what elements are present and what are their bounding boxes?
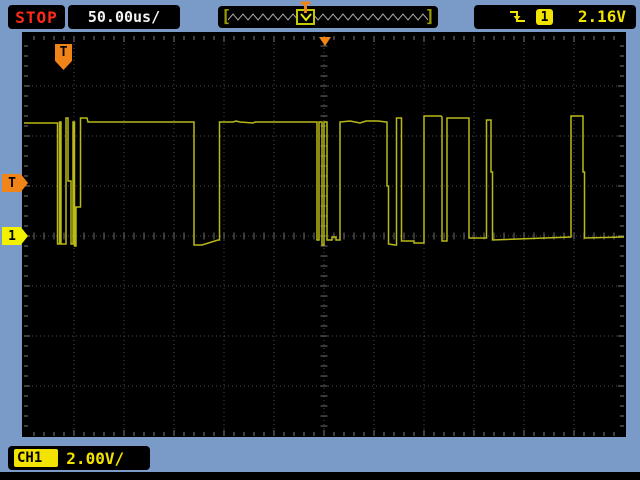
scrollbar-trigger-marker[interactable] [299,1,312,14]
waveform-plot-area [24,36,624,436]
trigger-source-badge: 1 [536,9,553,25]
trigger-time-flag: T [55,44,72,70]
channel1-badge: CH1 [14,449,59,467]
trigger-level-value: 2.16V [577,7,626,26]
window-wave-icon [299,12,312,22]
run-state-badge: STOP [8,5,65,29]
timebase-value: 50.00us/ [87,8,161,26]
channel1-trace [24,115,624,247]
trigger-level-marker[interactable]: T [2,174,28,192]
falling-edge-icon [508,8,528,26]
channel1-label: CH1 [17,450,43,466]
zigzag-icon [228,13,428,21]
scrollbar-left-bracket: [ [221,7,232,27]
channel1-scale-value: 2.00V/ [66,448,125,468]
trigger-position-indicator[interactable] [319,37,331,46]
record-position-scrollbar: [ ] [218,6,438,28]
run-state-label: STOP [15,7,58,27]
bottom-divider [0,472,640,480]
channel1-info-display: CH1 2.00V/ [8,446,150,470]
trigger-status-display: 1 2.16V [474,5,636,29]
record-waveform-preview [228,12,428,22]
channel1-reference-marker[interactable]: 1 [2,227,28,245]
scrollbar-right-bracket: ] [424,7,435,27]
timebase-display: 50.00us/ [68,5,180,29]
